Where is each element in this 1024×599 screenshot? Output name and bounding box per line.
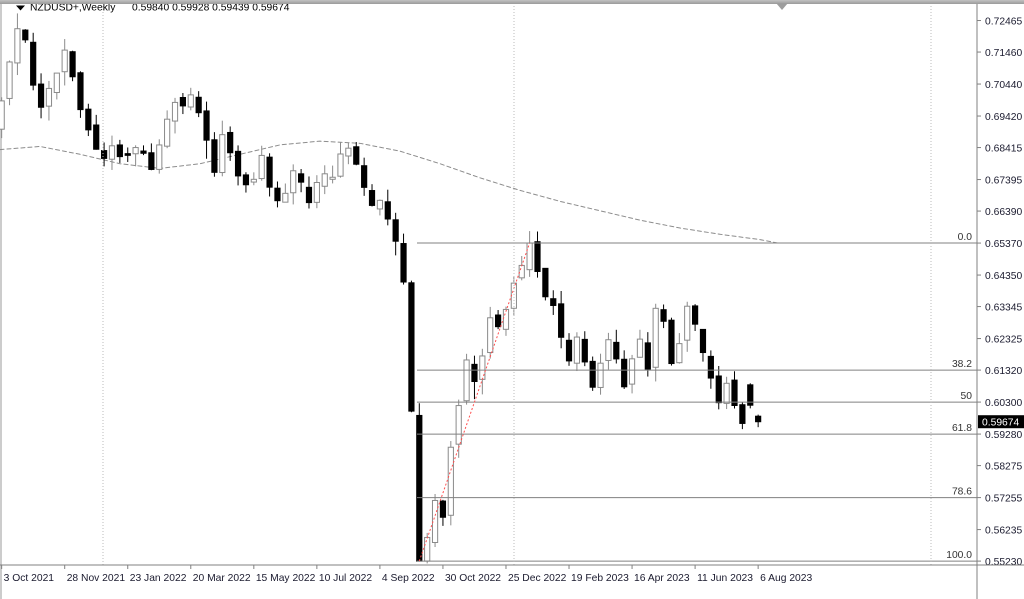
svg-text:3 Oct 2021: 3 Oct 2021 — [4, 573, 55, 584]
svg-text:30 Oct 2022: 30 Oct 2022 — [445, 573, 501, 584]
svg-text:38.2: 38.2 — [952, 359, 972, 370]
svg-text:0.55230: 0.55230 — [985, 557, 1022, 568]
svg-text:28 Nov 2021: 28 Nov 2021 — [67, 573, 126, 584]
svg-text:15 May 2022: 15 May 2022 — [256, 573, 316, 584]
svg-text:0.59840 0.59928 0.59439 0.5967: 0.59840 0.59928 0.59439 0.59674 — [132, 3, 290, 14]
svg-text:0.56235: 0.56235 — [985, 526, 1022, 537]
svg-text:0.60300: 0.60300 — [985, 398, 1022, 409]
svg-text:61.8: 61.8 — [952, 423, 972, 434]
svg-text:0.59280: 0.59280 — [985, 430, 1022, 441]
svg-text:0.64350: 0.64350 — [985, 271, 1022, 282]
svg-text:0.0: 0.0 — [958, 232, 973, 243]
svg-text:50: 50 — [961, 391, 973, 402]
svg-text:0.61320: 0.61320 — [985, 366, 1022, 377]
svg-text:25 Dec 2022: 25 Dec 2022 — [508, 573, 567, 584]
svg-text:0.69420: 0.69420 — [985, 112, 1022, 123]
svg-text:0.57255: 0.57255 — [985, 494, 1022, 505]
svg-text:78.6: 78.6 — [952, 487, 972, 498]
svg-text:10 Jul 2022: 10 Jul 2022 — [319, 573, 373, 584]
svg-text:0.59674: 0.59674 — [982, 417, 1019, 428]
svg-text:0.65370: 0.65370 — [985, 239, 1022, 250]
svg-text:16 Apr 2023: 16 Apr 2023 — [634, 573, 690, 584]
svg-text:6 Aug 2023: 6 Aug 2023 — [760, 573, 812, 584]
svg-text:19 Feb 2023: 19 Feb 2023 — [571, 573, 629, 584]
svg-text:0.71460: 0.71460 — [985, 48, 1022, 59]
svg-text:0.72465: 0.72465 — [985, 17, 1022, 28]
svg-text:0.58275: 0.58275 — [985, 462, 1022, 473]
svg-text:20 Mar 2022: 20 Mar 2022 — [193, 573, 251, 584]
svg-text:4 Sep 2022: 4 Sep 2022 — [382, 573, 435, 584]
svg-text:11 Jun 2023: 11 Jun 2023 — [697, 573, 753, 584]
svg-text:0.66390: 0.66390 — [985, 207, 1022, 218]
svg-text:0.67395: 0.67395 — [985, 176, 1022, 187]
svg-text:23 Jan 2022: 23 Jan 2022 — [130, 573, 187, 584]
svg-text:NZDUSD+,Weekly: NZDUSD+,Weekly — [30, 3, 116, 14]
svg-text:0.62325: 0.62325 — [985, 335, 1022, 346]
svg-text:0.63345: 0.63345 — [985, 303, 1022, 314]
svg-text:0.68415: 0.68415 — [985, 144, 1022, 155]
svg-text:100.0: 100.0 — [946, 550, 972, 561]
svg-text:0.70440: 0.70440 — [985, 80, 1022, 91]
